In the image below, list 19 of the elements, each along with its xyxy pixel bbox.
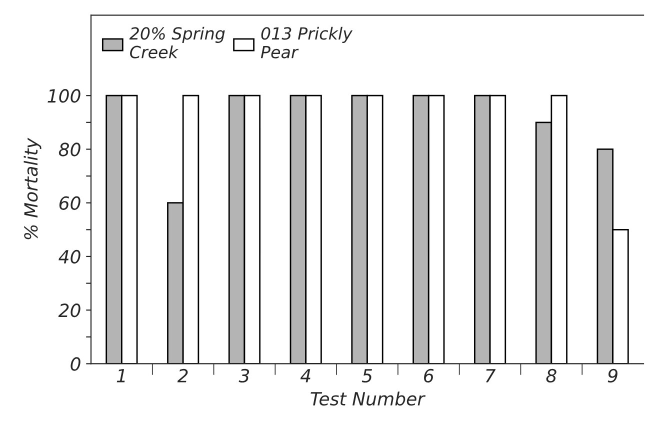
x-tick-label: 3 xyxy=(238,368,250,383)
legend-label: 20% Spring Creek xyxy=(129,26,225,58)
x-tick-label: 4 xyxy=(300,369,310,382)
legend-label: 013 Prickly Pear xyxy=(260,26,353,58)
y-tick-label: 40 xyxy=(58,250,80,264)
x-tick-label: 9 xyxy=(608,368,618,383)
x-tick-label: 7 xyxy=(486,369,496,382)
y-tick-label: 100 xyxy=(48,89,80,103)
x-axis-title: Test Number xyxy=(310,392,426,406)
x-tick-label: 1 xyxy=(116,369,125,382)
x-tick-label: 6 xyxy=(424,368,434,383)
x-tick-label: 2 xyxy=(177,368,188,382)
x-tick-label: 5 xyxy=(362,369,372,383)
x-tick-label: 8 xyxy=(546,368,556,383)
y-axis-title: % Mortality xyxy=(24,138,42,240)
y-tick-label: 60 xyxy=(59,196,80,210)
y-tick-label: 80 xyxy=(58,142,80,156)
y-tick-label: 0 xyxy=(70,357,80,371)
y-tick-label: 20 xyxy=(58,304,80,318)
